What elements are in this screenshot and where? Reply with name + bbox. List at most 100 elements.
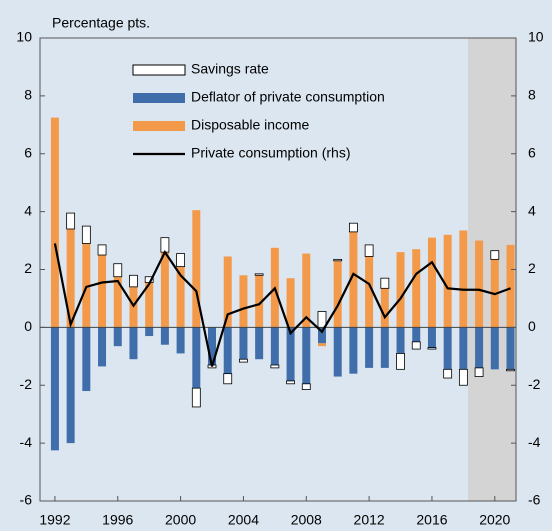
bar: [270, 327, 279, 365]
x-tick-label: 2020: [479, 512, 510, 528]
y-tick-label: -4: [20, 434, 33, 450]
legend-swatch: [133, 93, 185, 103]
bar: [301, 383, 311, 390]
bar: [317, 327, 326, 344]
bar: [302, 327, 311, 384]
bar: [349, 327, 358, 374]
bar: [50, 117, 59, 328]
bar: [66, 212, 76, 230]
bar: [412, 249, 421, 328]
y2-tick-label: -6: [528, 492, 541, 508]
bar: [475, 327, 484, 368]
bar: [459, 230, 468, 328]
y2-tick-label: -4: [528, 434, 541, 450]
bar: [380, 288, 389, 328]
bar: [129, 327, 138, 360]
bar: [365, 256, 374, 328]
bar: [129, 274, 138, 288]
y-tick-label: 8: [24, 87, 32, 103]
bar: [191, 387, 201, 408]
bar: [475, 240, 484, 328]
x-tick-label: 2004: [228, 512, 259, 528]
bar: [208, 327, 217, 365]
x-tick-label: 2000: [165, 512, 196, 528]
bar: [145, 327, 154, 337]
bar: [113, 327, 122, 347]
bar: [364, 244, 374, 257]
legend-label: Savings rate: [191, 61, 269, 77]
bar: [380, 277, 390, 289]
bar: [459, 327, 468, 370]
bar: [270, 364, 280, 369]
y-tick-label: 4: [24, 202, 32, 218]
bar: [396, 252, 405, 328]
y-tick-label: -2: [20, 376, 33, 392]
bar: [443, 234, 452, 328]
bar: [160, 327, 169, 345]
bar: [443, 327, 452, 370]
y2-tick-label: 8: [528, 87, 536, 103]
x-tick-label: 2012: [354, 512, 385, 528]
bar: [66, 327, 75, 444]
bar: [192, 210, 201, 328]
bar: [286, 278, 295, 328]
bar: [113, 263, 123, 278]
x-tick-label: 2008: [291, 512, 322, 528]
bar: [223, 327, 232, 374]
line-series: [53, 243, 511, 367]
legend-label: Disposable income: [191, 117, 309, 133]
bar: [176, 253, 186, 268]
bar: [176, 266, 185, 328]
bar: [506, 327, 515, 370]
bar: [506, 368, 515, 372]
bar: [427, 327, 436, 348]
bar: [380, 327, 389, 368]
y-tick-label: 6: [24, 144, 32, 160]
bar: [506, 244, 515, 328]
bar: [66, 228, 75, 328]
bar: [349, 231, 358, 328]
bar: [239, 358, 248, 363]
y2-tick-label: 10: [528, 29, 544, 45]
bar: [427, 347, 437, 350]
bar: [458, 368, 468, 386]
legend-swatch: [132, 64, 186, 76]
bar: [317, 343, 326, 347]
x-tick-label: 2016: [416, 512, 447, 528]
x-tick-label: 1992: [39, 512, 70, 528]
bar: [255, 327, 264, 360]
bar: [98, 255, 107, 328]
bar: [192, 327, 201, 389]
legend-label: Deflator of private consumption: [191, 89, 385, 105]
y2-tick-label: 2: [528, 260, 536, 276]
bar: [160, 237, 170, 253]
bar: [113, 276, 122, 328]
legend-label: Private consumption (rhs): [191, 145, 351, 161]
bar: [160, 252, 169, 328]
bar: [286, 327, 295, 381]
bar: [427, 237, 436, 328]
bar: [302, 253, 311, 328]
bar: [145, 282, 154, 328]
y2-tick-label: 4: [528, 202, 536, 218]
bar: [239, 275, 248, 328]
bar: [333, 260, 342, 328]
y2-tick-label: 6: [528, 144, 536, 160]
bar: [396, 353, 405, 370]
bar: [239, 327, 248, 360]
x-tick-label: 1996: [102, 512, 133, 528]
bar: [396, 327, 405, 354]
bar: [223, 256, 232, 328]
bar: [443, 368, 453, 379]
y2-tick-label: -2: [528, 376, 541, 392]
bar: [349, 222, 358, 233]
y-tick-label: 0: [24, 318, 32, 334]
bar: [412, 327, 421, 342]
y-tick-label: -6: [20, 492, 33, 508]
y-tick-label: 10: [16, 29, 32, 45]
bar: [254, 273, 264, 276]
bar: [490, 327, 499, 370]
bar: [98, 327, 107, 367]
bar: [81, 225, 91, 244]
